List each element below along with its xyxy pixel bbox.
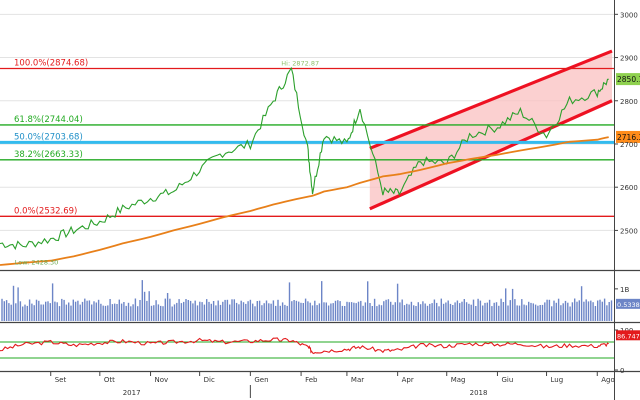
x-month-label: Ott xyxy=(104,376,115,384)
volume-bars xyxy=(1,280,613,321)
volume-last-text: 0.5338 xyxy=(617,301,640,309)
x-month-label: Feb xyxy=(305,376,318,384)
volume-panel xyxy=(0,272,614,322)
trend-channel xyxy=(369,49,613,211)
x-year-label: 2018 xyxy=(470,389,488,397)
price-line xyxy=(0,66,609,251)
x-month-label: Lug xyxy=(551,376,564,384)
y-axis: 2850.13 2716.33 2500 2600 2700 2800 2900 3000 1B… xyxy=(614,11,640,375)
fib-label: 100.0%(2874.68) xyxy=(14,58,88,68)
rsi-panel xyxy=(0,324,614,371)
x-month-label: Set xyxy=(55,376,67,384)
y-tick-label: 2700 xyxy=(620,141,638,149)
x-month-label: Mag xyxy=(451,376,466,384)
last-value-text: 2716.33 xyxy=(617,133,640,142)
last-value-text: 2850.13 xyxy=(617,75,640,84)
x-month-label: Apr xyxy=(402,376,414,384)
y-tick-label: 2800 xyxy=(620,98,638,106)
x-month-label: Mar xyxy=(351,376,364,384)
y-tick-label: 2500 xyxy=(620,227,638,235)
rsi-last-badge xyxy=(616,330,640,341)
fibonacci-levels: 100.0%(2874.68) 61.8%(2744.04) 50.0%(2703.… xyxy=(0,58,614,217)
channel-fill xyxy=(369,51,612,209)
x-month-label: Nov xyxy=(155,376,169,384)
rsi-last-text: 86.7470 xyxy=(617,332,640,340)
x-year-label: 2017 xyxy=(123,389,141,397)
price-annotation: Hi: 2872.87 xyxy=(281,59,319,67)
price-series xyxy=(0,66,609,266)
channel-upper-line xyxy=(369,49,613,150)
x-month-label: Gen xyxy=(254,376,268,384)
volume-y-tick-label: 1B xyxy=(620,286,629,294)
rsi-y-tick-label: 0 xyxy=(620,367,624,375)
moving-average-line xyxy=(0,136,609,266)
y-tick-label: 3000 xyxy=(620,11,638,19)
x-month-label: Dic xyxy=(204,376,215,384)
volume-last-badge xyxy=(616,298,640,309)
price-annotation: Low: 2428.30 xyxy=(15,258,59,266)
channel-lower-line xyxy=(369,99,613,211)
price-annotations: Hi: 2872.87 Low: 2428.30 xyxy=(15,59,319,266)
last-value-badge xyxy=(616,73,640,86)
rsi-line xyxy=(0,337,609,355)
fib-label: 50.0%(2703.68) xyxy=(14,132,83,142)
fib-label: 61.8%(2744.04) xyxy=(14,115,83,125)
fib-label: 38.2%(2663.33) xyxy=(14,150,83,160)
last-value-badge xyxy=(616,130,640,143)
y-tick-label: 2900 xyxy=(620,55,638,63)
x-axis: Set Ott Nov Dic Gen Feb Mar Apr Mag Giu Lug Ago 2017… xyxy=(50,371,615,398)
rsi-series xyxy=(0,337,614,359)
y-tick-label: 2600 xyxy=(620,184,638,192)
x-month-label: Giu xyxy=(501,376,513,384)
fib-label: 0.0%(2532.69) xyxy=(14,206,77,216)
x-month-label: Ago xyxy=(601,376,615,384)
